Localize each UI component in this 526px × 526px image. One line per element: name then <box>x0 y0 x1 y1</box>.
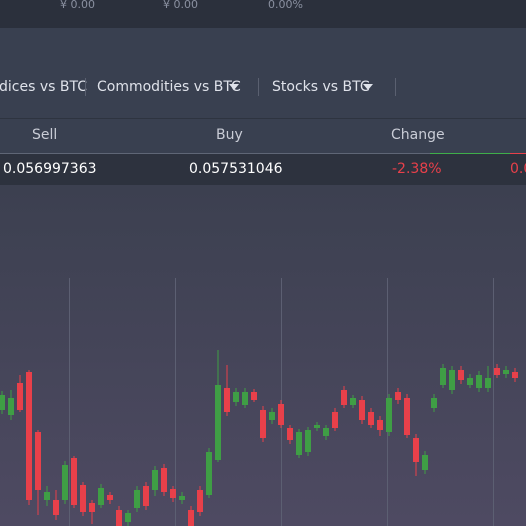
divider <box>258 78 259 96</box>
dropdown-icon[interactable] <box>229 84 239 90</box>
buy-price: 0.057531046 <box>189 161 283 177</box>
candle-body <box>8 398 14 415</box>
candle-body <box>215 385 221 460</box>
candle-body <box>368 412 374 425</box>
top-bar <box>0 0 526 28</box>
candle-body <box>251 392 257 400</box>
candle-body <box>233 392 239 402</box>
candle-body <box>26 372 32 500</box>
separator <box>0 153 430 154</box>
candle-body <box>467 378 473 385</box>
chart-background <box>0 185 526 526</box>
candle-body <box>188 510 194 526</box>
candle-body <box>89 503 95 512</box>
candle-body <box>350 398 356 405</box>
candle-body <box>323 428 329 436</box>
candle-body <box>224 388 230 412</box>
candle-body <box>62 465 68 500</box>
candle-body <box>512 372 518 378</box>
candle-body <box>161 468 167 492</box>
candle-body <box>170 489 176 498</box>
cell: 0.0 <box>510 161 526 177</box>
column-header: Change <box>391 127 445 143</box>
balance: ¥ 0.00 <box>60 0 95 11</box>
tab[interactable]: Commodities vs BTC <box>97 79 241 95</box>
candle-body <box>485 378 491 388</box>
candle-body <box>395 392 401 400</box>
candle-body <box>260 410 266 438</box>
candle-body <box>377 420 383 430</box>
candle-body <box>197 490 203 512</box>
tab[interactable]: Stocks vs BTC <box>272 79 370 95</box>
candle-body <box>44 492 50 500</box>
separator <box>510 153 526 154</box>
separator <box>430 153 510 154</box>
candle-body <box>287 428 293 440</box>
candle-body <box>242 392 248 405</box>
candle-body <box>413 438 419 462</box>
grid <box>69 278 494 526</box>
candlestick-chart <box>0 185 526 526</box>
candle-body <box>269 412 275 420</box>
candle-body <box>422 455 428 470</box>
percent: 0.00% <box>268 0 303 11</box>
candle-body <box>0 395 5 410</box>
tab-bar <box>0 28 526 118</box>
candle-body <box>305 430 311 452</box>
candle-body <box>386 398 392 432</box>
candle-body <box>332 412 338 428</box>
dropdown-icon[interactable] <box>363 84 373 90</box>
table-row[interactable] <box>0 154 526 185</box>
balance: ¥ 0.00 <box>163 0 198 11</box>
candle-body <box>404 398 410 435</box>
candle-body <box>107 495 113 500</box>
candle-body <box>278 404 284 425</box>
candle-body <box>296 432 302 455</box>
candle-body <box>458 370 464 380</box>
divider <box>395 78 396 96</box>
candle-body <box>152 470 158 490</box>
candle-body <box>341 390 347 405</box>
candle-body <box>53 500 59 515</box>
candle-body <box>98 488 104 505</box>
candle-body <box>359 400 365 420</box>
candle-body <box>476 375 482 388</box>
candle-body <box>80 485 86 512</box>
divider <box>85 78 86 96</box>
column-header: Buy <box>216 127 243 143</box>
candle-body <box>314 425 320 428</box>
candle-body <box>440 368 446 385</box>
candle-body <box>503 370 509 374</box>
sell-price: 0.056997363 <box>3 161 97 177</box>
candle-body <box>71 458 77 505</box>
table-header <box>0 118 526 154</box>
candle-body <box>431 398 437 408</box>
candle-body <box>494 368 500 375</box>
candle-body <box>179 496 185 500</box>
candle-body <box>134 490 140 508</box>
candle-body <box>449 370 455 390</box>
candle-body <box>116 510 122 526</box>
tab[interactable]: dices vs BTC <box>0 79 87 95</box>
column-header: Sell <box>32 127 58 143</box>
candle-body <box>35 432 41 490</box>
candle-body <box>206 452 212 495</box>
candle-body <box>17 383 23 410</box>
candle-body <box>143 486 149 506</box>
candle-body <box>125 513 131 522</box>
change: -2.38% <box>392 161 442 177</box>
